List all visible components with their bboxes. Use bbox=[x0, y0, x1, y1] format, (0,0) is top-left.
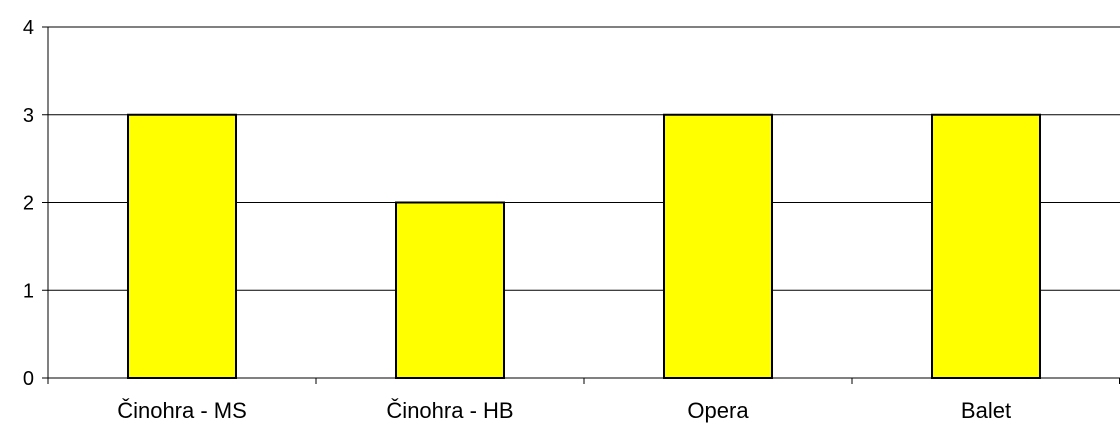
bar bbox=[127, 113, 237, 379]
bars bbox=[127, 113, 1041, 379]
x-tick-labels: Činohra - MS Činohra - HB Opera Balet bbox=[117, 398, 1011, 423]
x-tick-label: Činohra - MS bbox=[117, 398, 247, 423]
y-tick-label: 0 bbox=[23, 368, 34, 390]
bar bbox=[395, 201, 505, 379]
y-tick-label: 3 bbox=[23, 105, 34, 127]
bar bbox=[663, 113, 773, 379]
y-tick-label: 2 bbox=[23, 193, 34, 215]
x-tick-label: Balet bbox=[961, 398, 1011, 423]
y-tick-label: 4 bbox=[23, 17, 34, 39]
bar bbox=[931, 113, 1041, 379]
y-tick-label: 1 bbox=[23, 280, 34, 302]
axes bbox=[42, 26, 1120, 384]
x-tick-label: Opera bbox=[687, 398, 749, 423]
x-tick-label: Činohra - HB bbox=[386, 398, 513, 423]
y-tick-labels: 0 1 2 3 4 bbox=[23, 17, 34, 390]
